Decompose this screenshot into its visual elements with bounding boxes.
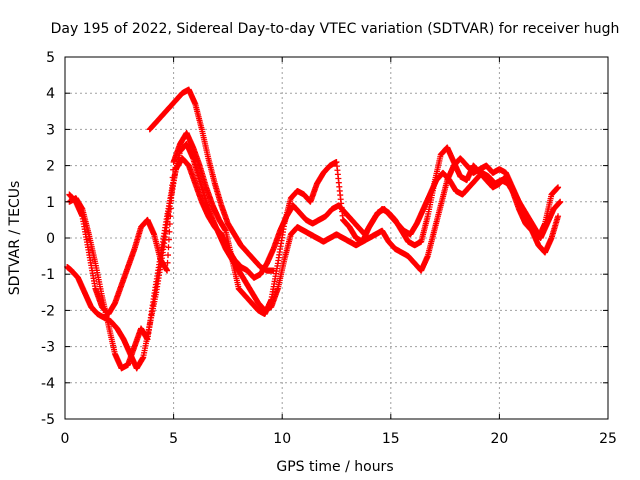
axis-ticks: 0 5 10 15 20 25 -5 -4 -3 -2 -1 0 1 2 3 4 5 <box>41 50 617 447</box>
y-tick-label: -4 <box>41 376 55 392</box>
x-tick-label: 10 <box>273 431 291 447</box>
data-points <box>64 86 564 372</box>
data-point <box>557 198 564 205</box>
y-tick-label: 1 <box>46 195 55 211</box>
x-tick-label: 25 <box>599 431 617 447</box>
y-tick-label: -3 <box>41 340 55 356</box>
x-tick-label: 0 <box>61 431 70 447</box>
x-tick-label: 15 <box>382 431 400 447</box>
y-tick-label: -5 <box>41 412 55 428</box>
y-tick-label: -1 <box>41 267 55 283</box>
interpolated-point <box>165 252 172 259</box>
series-track-d <box>146 86 277 274</box>
y-tick-label: 2 <box>46 159 55 175</box>
chart-title: Day 195 of 2022, Sidereal Day-to-day VTE… <box>51 21 620 37</box>
y-axis-label: SDTVAR / TECUs <box>7 181 23 296</box>
x-tick-label: 20 <box>490 431 508 447</box>
y-tick-label: 5 <box>46 50 55 66</box>
y-tick-label: 4 <box>46 86 55 102</box>
y-tick-label: 0 <box>46 231 55 247</box>
x-tick-label: 5 <box>169 431 178 447</box>
interpolated-point <box>165 244 172 251</box>
series-track-b <box>66 140 562 372</box>
x-axis-label: GPS time / hours <box>276 459 393 475</box>
y-tick-label: -2 <box>41 303 55 319</box>
grid <box>65 57 608 419</box>
y-tick-label: 3 <box>46 122 55 138</box>
